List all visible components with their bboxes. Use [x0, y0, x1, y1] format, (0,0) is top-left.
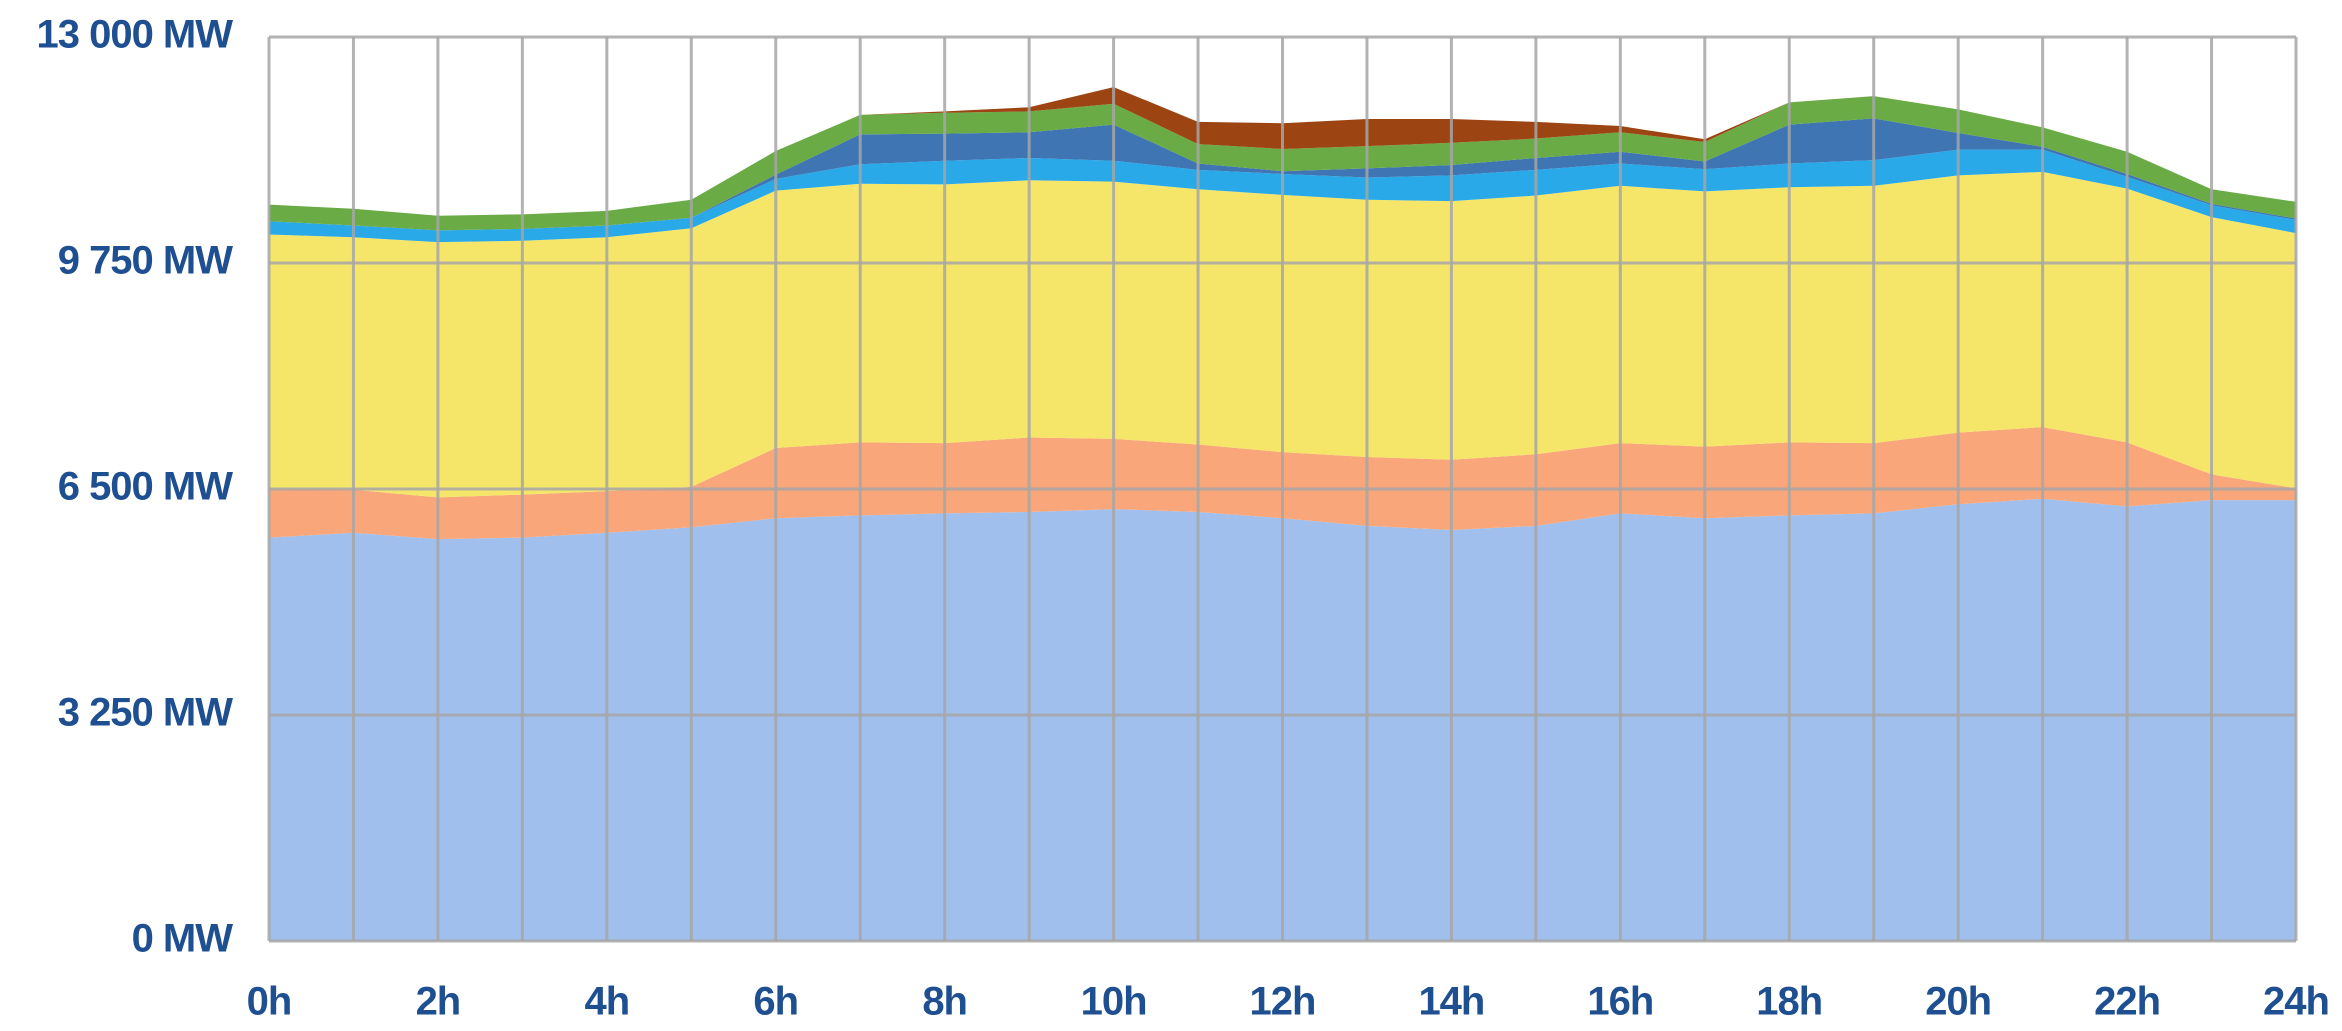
x-tick-label: 24h	[2263, 980, 2329, 1024]
x-tick-label: 12h	[1250, 980, 1316, 1024]
x-tick-label: 8h	[922, 980, 967, 1024]
x-tick-label: 0h	[247, 980, 292, 1024]
y-tick-label: 13 000 MW	[36, 13, 233, 57]
y-tick-label: 3 250 MW	[58, 691, 234, 735]
x-tick-label: 4h	[584, 980, 629, 1024]
x-tick-label: 22h	[2094, 980, 2160, 1024]
x-tick-label: 14h	[1418, 980, 1484, 1024]
y-tick-label: 0 MW	[132, 917, 234, 961]
y-tick-label: 6 500 MW	[58, 465, 234, 509]
y-tick-label: 9 750 MW	[58, 239, 234, 283]
x-tick-label: 16h	[1587, 980, 1653, 1024]
x-tick-label: 2h	[416, 980, 461, 1024]
x-tick-label: 20h	[1925, 980, 1991, 1024]
x-tick-label: 6h	[753, 980, 798, 1024]
x-tick-label: 18h	[1756, 980, 1822, 1024]
x-tick-label: 10h	[1081, 980, 1147, 1024]
